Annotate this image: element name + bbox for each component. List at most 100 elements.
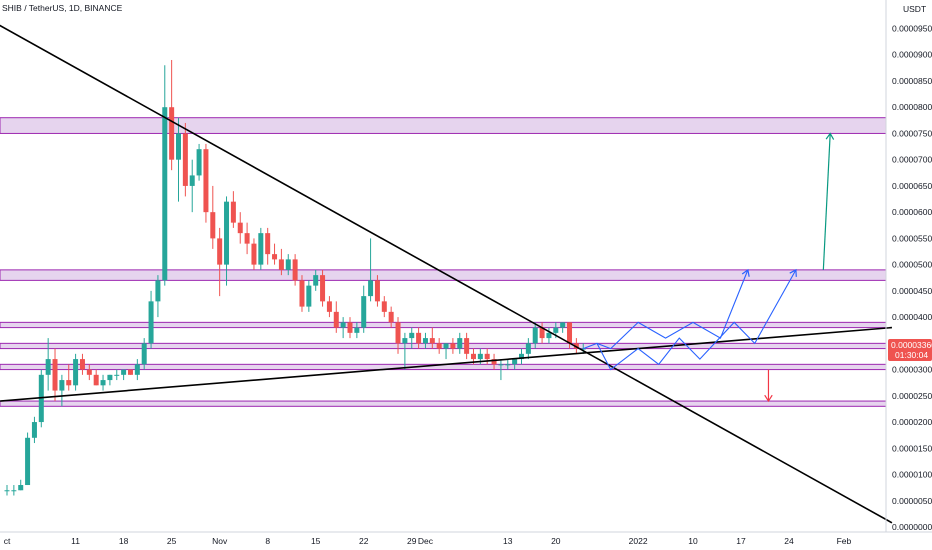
- x-tick-label: 18: [119, 536, 129, 546]
- target-up-arrowhead: [825, 132, 835, 140]
- candle-body: [580, 348, 586, 350]
- candle-body: [306, 285, 312, 307]
- candle-body: [224, 201, 230, 265]
- candle-body: [203, 149, 209, 213]
- x-tick-label: 20: [551, 536, 561, 546]
- x-tick-label: 17: [736, 536, 746, 546]
- x-tick-label: 8: [265, 536, 270, 546]
- candle-body: [567, 322, 573, 344]
- candle-body: [155, 280, 161, 302]
- candle-body: [573, 343, 579, 349]
- projection-alt-arrowhead: [789, 268, 797, 277]
- candle-body: [230, 201, 236, 223]
- candle-body: [409, 332, 415, 339]
- candle-body: [73, 359, 79, 386]
- candle-body: [292, 259, 298, 281]
- candle-body: [141, 343, 147, 365]
- zone-upper-mid: [0, 269, 887, 281]
- x-tick-label: 15: [311, 536, 321, 546]
- last-price-badge[interactable]: 0.00003366 01:30:04: [888, 339, 932, 361]
- last-price-value: 0.00003366: [891, 340, 932, 350]
- candle-body: [374, 280, 380, 302]
- descending-trendline: [0, 24, 893, 524]
- candle-body: [86, 369, 92, 375]
- candle-body: [450, 343, 456, 349]
- zone-top: [0, 117, 887, 134]
- x-tick-label: 11: [71, 536, 80, 546]
- candle-body: [320, 275, 326, 302]
- ascending-trendline: [0, 326, 893, 402]
- chart-title: SHIB / TetherUS, 1D, BINANCE: [2, 3, 123, 13]
- candle-body: [134, 364, 140, 375]
- candle-body: [11, 490, 17, 492]
- y-axis-unit: USDT: [903, 4, 926, 14]
- x-tick-label: Feb: [837, 536, 852, 546]
- candle-body: [217, 238, 223, 265]
- candle-body: [512, 359, 518, 365]
- drawings-layer: [0, 24, 893, 524]
- last-price-badge-bg: [888, 339, 932, 361]
- candle-body: [484, 353, 490, 360]
- candle-body: [347, 322, 353, 333]
- candles-layer: [4, 59, 586, 496]
- candle-body: [525, 343, 531, 354]
- candle-body: [265, 233, 271, 255]
- candle-body: [66, 380, 72, 386]
- candle-body: [237, 222, 243, 234]
- candle-body: [395, 322, 401, 344]
- candle-body: [361, 296, 367, 328]
- candle-body: [189, 175, 195, 186]
- candle-body: [121, 369, 127, 375]
- candle-body: [491, 359, 497, 365]
- candle-body: [244, 233, 250, 244]
- projection-path: [583, 269, 749, 350]
- last-price-countdown: 01:30:04: [895, 350, 928, 360]
- candle-body: [457, 338, 463, 349]
- candle-body: [470, 353, 476, 360]
- candle-body: [272, 254, 278, 260]
- candle-body: [464, 338, 470, 354]
- target-down-arrowhead: [764, 394, 773, 403]
- x-tick-label: 24: [784, 536, 794, 546]
- candle-body: [402, 338, 408, 344]
- candle-body: [422, 338, 428, 344]
- zone-bottom: [0, 400, 887, 407]
- candle-body: [127, 369, 133, 375]
- candle-body: [560, 322, 566, 328]
- candle-body: [18, 485, 24, 491]
- candle-body: [429, 338, 435, 344]
- candle-body: [381, 301, 387, 312]
- candle-body: [148, 301, 154, 344]
- candle-body: [52, 359, 58, 391]
- candle-body: [278, 259, 284, 270]
- candle-body: [251, 243, 257, 265]
- candle-body: [45, 359, 51, 375]
- candle-body: [114, 374, 120, 376]
- candle-body: [498, 364, 504, 366]
- candle-body: [25, 437, 31, 486]
- candle-body: [519, 353, 524, 360]
- target-up-arrow: [822, 133, 831, 270]
- candle-body: [326, 301, 332, 312]
- candle-body: [477, 353, 483, 360]
- candle-body: [340, 322, 346, 328]
